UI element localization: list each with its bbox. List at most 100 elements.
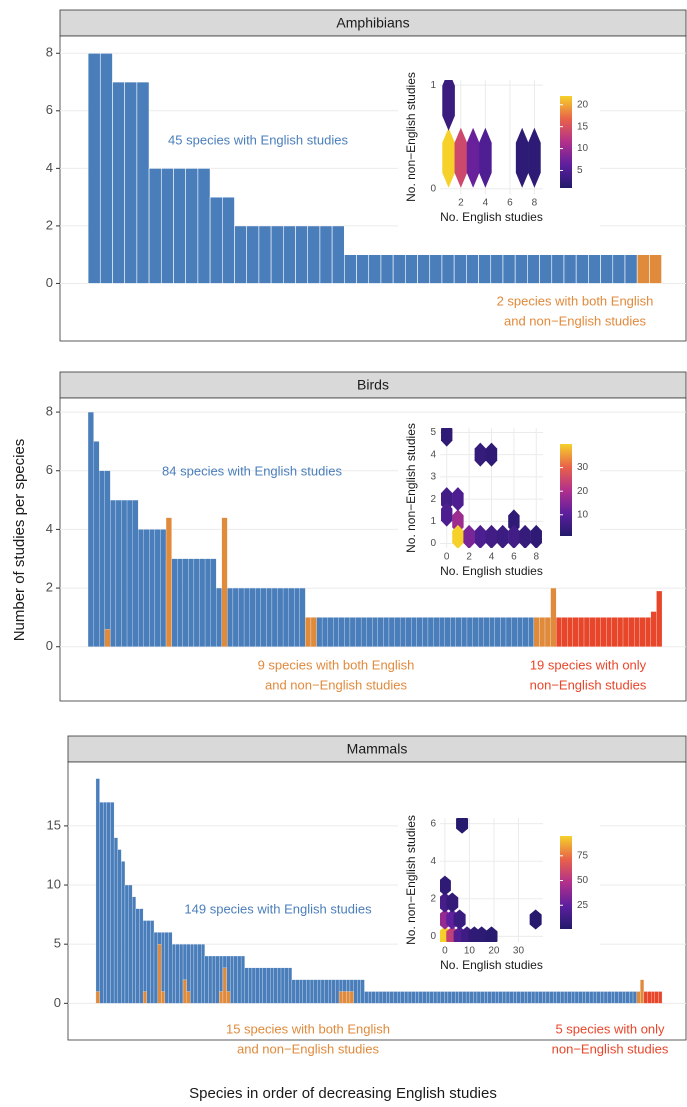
bar bbox=[399, 617, 406, 647]
bar bbox=[331, 979, 336, 1004]
bar bbox=[386, 991, 391, 1004]
bar bbox=[618, 991, 623, 1004]
bar bbox=[444, 991, 449, 1004]
bar bbox=[227, 587, 234, 647]
bar bbox=[316, 617, 323, 647]
annotation: and non−English studies bbox=[504, 313, 647, 328]
bar bbox=[560, 991, 565, 1004]
bar bbox=[589, 991, 594, 1004]
y-tick-label: 5 bbox=[54, 936, 61, 951]
bar bbox=[266, 967, 271, 1004]
bar bbox=[596, 991, 601, 1004]
bar bbox=[273, 967, 278, 1004]
bar bbox=[527, 991, 532, 1004]
bar bbox=[538, 991, 543, 1004]
bar bbox=[190, 944, 195, 1004]
bar bbox=[571, 991, 576, 1004]
bar bbox=[87, 411, 94, 647]
colorbar-tick-label: 15 bbox=[577, 121, 589, 132]
bar bbox=[302, 979, 307, 1004]
bar bbox=[378, 991, 383, 1004]
y-tick-label: 0 bbox=[46, 275, 53, 290]
bar bbox=[600, 617, 607, 647]
bar bbox=[461, 617, 468, 647]
bar bbox=[397, 991, 401, 1004]
bar bbox=[382, 991, 387, 1004]
bar bbox=[656, 590, 663, 647]
bar bbox=[146, 920, 151, 1004]
inset-y-tick-label: 2 bbox=[430, 893, 436, 904]
hex-cell bbox=[442, 127, 455, 188]
bar bbox=[204, 955, 209, 1004]
bar bbox=[563, 254, 577, 284]
bar bbox=[575, 254, 589, 284]
bar bbox=[221, 196, 235, 284]
inset-y-tick-label: 4 bbox=[430, 856, 436, 867]
bar bbox=[93, 441, 100, 647]
bar bbox=[204, 558, 211, 647]
hex-cell bbox=[479, 127, 492, 188]
bar bbox=[483, 617, 490, 647]
bar bbox=[104, 470, 111, 647]
bar bbox=[353, 979, 358, 1004]
annotation: 5 species with only bbox=[555, 1021, 665, 1036]
hexbin-layer bbox=[442, 80, 541, 188]
bar bbox=[542, 991, 547, 1004]
bar bbox=[357, 979, 361, 1004]
bar bbox=[193, 944, 198, 1004]
bar bbox=[307, 225, 321, 284]
bar bbox=[556, 617, 562, 647]
bar bbox=[355, 617, 362, 647]
colorbar bbox=[560, 836, 572, 929]
bar bbox=[153, 932, 158, 1004]
bar bbox=[451, 991, 456, 1004]
inset-x-tick-label: 8 bbox=[534, 552, 540, 563]
bar bbox=[450, 617, 456, 647]
hex-cell bbox=[441, 487, 453, 512]
bar bbox=[338, 617, 345, 647]
bar bbox=[458, 991, 463, 1004]
bar bbox=[650, 611, 657, 647]
bar bbox=[472, 617, 479, 647]
bar bbox=[188, 558, 195, 647]
bar bbox=[550, 587, 557, 647]
inset-y-tick-label: 0 bbox=[430, 931, 436, 942]
bar bbox=[649, 254, 662, 284]
bar bbox=[572, 617, 579, 647]
bar bbox=[372, 617, 378, 647]
bar bbox=[634, 617, 640, 647]
hex-cell bbox=[508, 509, 520, 534]
annotation: non−English studies bbox=[530, 677, 647, 692]
bar bbox=[115, 499, 122, 647]
facet-title: Birds bbox=[357, 377, 389, 393]
bar bbox=[113, 837, 118, 1004]
bar bbox=[389, 991, 394, 1004]
bar bbox=[622, 991, 626, 1004]
bar bbox=[310, 617, 317, 647]
colorbar-tick-label: 10 bbox=[577, 509, 589, 520]
annotation: 149 species with English studies bbox=[184, 901, 372, 916]
bar bbox=[356, 254, 370, 284]
inset-y-tick-label: 0 bbox=[430, 538, 436, 549]
facet-title: Mammals bbox=[347, 741, 408, 757]
bar bbox=[238, 587, 245, 647]
bar bbox=[197, 944, 202, 1004]
bar bbox=[636, 254, 650, 284]
bar bbox=[344, 617, 351, 647]
bar bbox=[344, 254, 357, 284]
bar bbox=[324, 979, 329, 1004]
bar bbox=[142, 920, 147, 1004]
bar bbox=[416, 617, 423, 647]
bar bbox=[433, 617, 440, 647]
bar bbox=[603, 991, 608, 1004]
hex-cell bbox=[452, 509, 464, 534]
bar bbox=[592, 991, 597, 1004]
colorbar bbox=[560, 444, 572, 536]
bar bbox=[509, 991, 514, 1004]
bar bbox=[582, 991, 586, 1004]
bar bbox=[161, 991, 166, 1004]
bar bbox=[148, 168, 162, 284]
bar bbox=[99, 470, 105, 647]
bar bbox=[360, 617, 367, 647]
